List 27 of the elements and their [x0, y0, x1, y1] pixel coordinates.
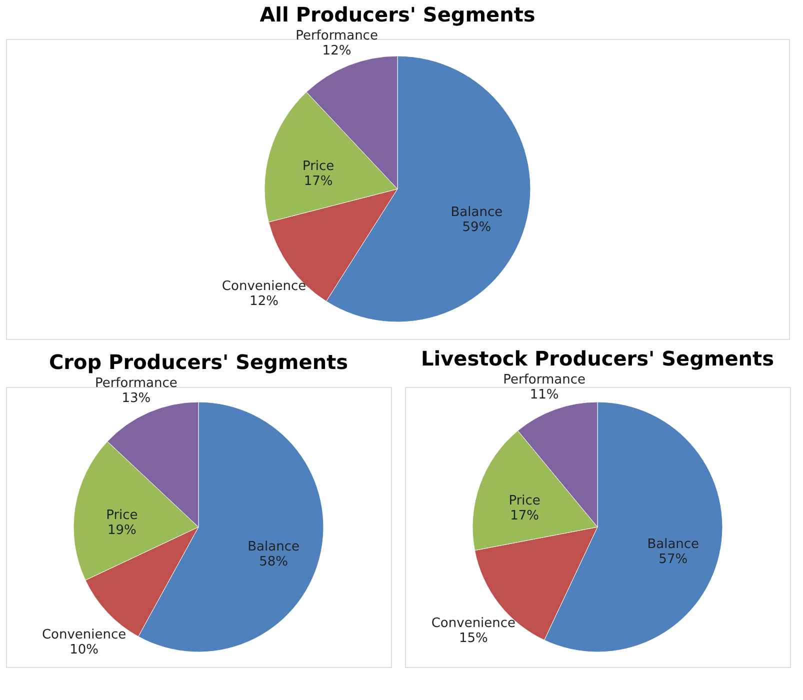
data-label: 11% — [530, 387, 559, 402]
slice-label: Performance — [503, 372, 586, 388]
data-label: 12% — [322, 44, 352, 59]
slice-label: Price — [302, 158, 334, 174]
data-label: 10% — [70, 642, 99, 658]
data-label: 17% — [510, 508, 540, 524]
slice-label: Convenience — [42, 627, 126, 642]
data-label: 15% — [458, 631, 488, 646]
chart-title: Livestock Producers' Segments — [420, 346, 774, 370]
slice-label: Convenience — [222, 278, 306, 294]
data-label: 58% — [259, 554, 288, 570]
chart-title: Crop Producers' Segments — [48, 350, 348, 374]
data-label: 19% — [108, 522, 136, 538]
data-label: 12% — [250, 294, 278, 309]
slice-label: Balance — [450, 205, 503, 220]
slice-label: Convenience — [431, 616, 516, 632]
slice-label: Performance — [94, 376, 178, 391]
slice-label: Balance — [647, 536, 700, 552]
data-label: 17% — [304, 174, 333, 189]
slice-label: Performance — [296, 28, 378, 44]
data-label: 57% — [658, 552, 688, 567]
slice-label: Price — [508, 494, 540, 509]
chart-title: All Producers' Segments — [260, 2, 536, 27]
slice-label: Price — [106, 508, 138, 523]
data-label: 13% — [122, 390, 151, 406]
slice-label: Balance — [248, 539, 300, 554]
data-label: 59% — [462, 220, 492, 236]
